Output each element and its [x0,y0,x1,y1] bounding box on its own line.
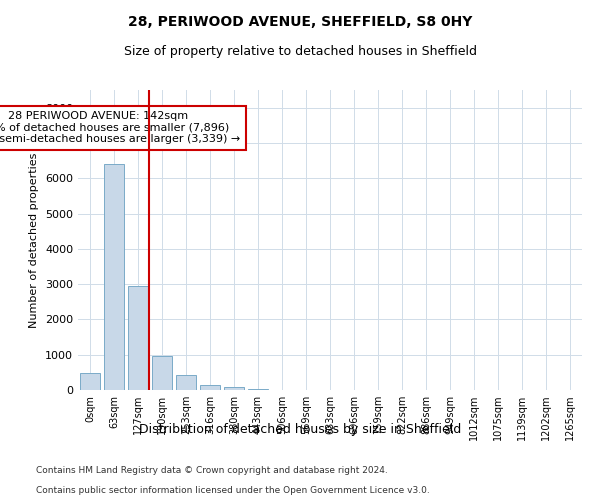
Bar [176,375,196,390]
Text: 28, PERIWOOD AVENUE, SHEFFIELD, S8 0HY: 28, PERIWOOD AVENUE, SHEFFIELD, S8 0HY [128,15,472,29]
Bar [248,389,268,390]
Bar [224,387,244,390]
Text: Contains HM Land Registry data © Crown copyright and database right 2024.: Contains HM Land Registry data © Crown c… [36,466,388,475]
Bar [104,164,124,390]
Text: 28 PERIWOOD AVENUE: 142sqm
← 70% of detached houses are smaller (7,896)
30% of s: 28 PERIWOOD AVENUE: 142sqm ← 70% of deta… [0,111,240,144]
Bar [152,356,172,390]
Bar [80,373,100,390]
Y-axis label: Number of detached properties: Number of detached properties [29,152,40,328]
Text: Distribution of detached houses by size in Sheffield: Distribution of detached houses by size … [139,422,461,436]
Bar [200,384,220,390]
Text: Size of property relative to detached houses in Sheffield: Size of property relative to detached ho… [124,45,476,58]
Text: Contains public sector information licensed under the Open Government Licence v3: Contains public sector information licen… [36,486,430,495]
Bar [128,286,148,390]
